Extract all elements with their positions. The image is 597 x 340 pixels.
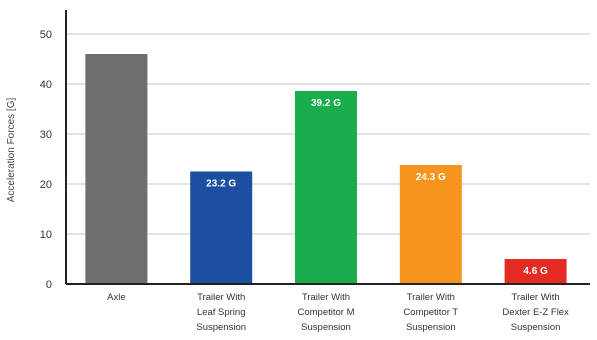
- axes: [65, 10, 590, 285]
- data-label: 23.2 G: [206, 179, 236, 190]
- x-category-label: Suspension: [406, 322, 456, 333]
- y-tick-label: 40: [40, 79, 52, 91]
- y-tick-label: 20: [40, 179, 52, 191]
- y-tick-label: 50: [40, 29, 52, 41]
- x-category-label: Suspension: [511, 322, 561, 333]
- x-category-label: Trailer With: [302, 292, 350, 303]
- bar: [295, 91, 357, 284]
- x-category-label: Leaf Spring: [197, 307, 246, 318]
- bar: [399, 165, 462, 284]
- x-category-label: Dexter E-Z Flex: [502, 307, 569, 318]
- y-tick-label: 30: [40, 129, 52, 141]
- data-label: 39.2 G: [311, 98, 341, 109]
- data-label: 4.6 G: [523, 266, 548, 277]
- bar: [85, 54, 148, 284]
- data-label: 24.3 G: [416, 172, 446, 183]
- y-tick-label: 0: [46, 279, 52, 291]
- x-category-label: Trailer With: [197, 292, 245, 303]
- y-axis-label: Acceleration Forces [G]: [6, 98, 17, 203]
- y-tick-label: 10: [40, 229, 52, 241]
- x-category-label: Trailer With: [511, 292, 559, 303]
- x-category-label: Axle: [107, 292, 125, 303]
- x-category-label: Competitor M: [297, 307, 354, 318]
- x-category-label: Trailer With: [407, 292, 455, 303]
- x-category-label: Suspension: [196, 322, 246, 333]
- y-tick-labels: 0 10 20 30 40 50: [40, 29, 52, 291]
- x-category-label: Suspension: [301, 322, 351, 333]
- data-labels: 23.2 G 39.2 G 24.3 G 4.6 G: [206, 98, 548, 277]
- x-category-labels: Axle Trailer With Leaf Spring Suspension Tra…: [107, 292, 569, 333]
- x-category-label: Competitor T: [403, 307, 458, 318]
- bar: [504, 259, 567, 284]
- bar: [190, 171, 253, 284]
- bars: [85, 54, 567, 284]
